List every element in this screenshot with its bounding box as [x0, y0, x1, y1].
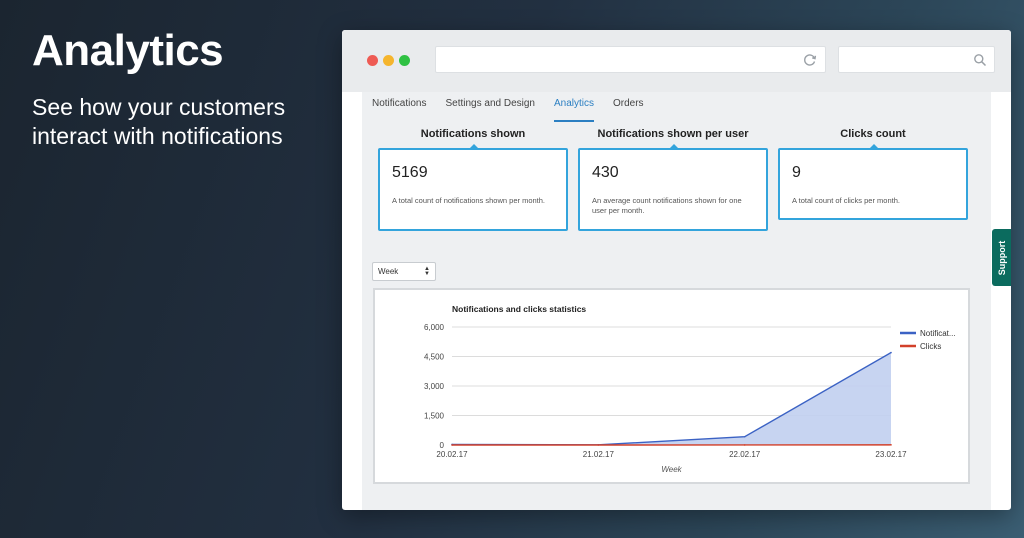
x-tick-label: 23.02.17 [875, 450, 907, 459]
address-bar[interactable] [435, 46, 826, 73]
stat-title-clicks-count: Clicks count [840, 128, 906, 140]
browser-window: Notifications Settings and Design Analyt… [342, 30, 1011, 510]
stat-title-notifications-per-user: Notifications shown per user [597, 128, 749, 140]
page-content: Notifications Settings and Design Analyt… [362, 92, 991, 510]
y-tick-label: 1,500 [424, 412, 445, 421]
minimize-window-button[interactable] [383, 55, 394, 66]
stat-value: 5169 [392, 164, 428, 181]
hero-subtitle: See how your customers interact with not… [32, 94, 286, 149]
reload-icon[interactable] [802, 52, 818, 68]
data-point [890, 351, 892, 354]
statistics-chart: Notifications and clicks statistics 6,000… [373, 288, 970, 484]
y-tick-label: 3,000 [424, 382, 445, 391]
x-axis-label: Week [661, 465, 682, 474]
card-pointer [469, 144, 479, 149]
period-select[interactable]: Week ▲ ▼ [372, 262, 436, 281]
browser-search-input[interactable] [838, 46, 995, 73]
stat-card-clicks-count: 9 A total count of clicks per month. [778, 144, 968, 220]
legend-label: Notificat... [920, 329, 956, 338]
x-tick-label: 20.02.17 [436, 450, 468, 459]
stat-card-notifications-per-user: 430 An average count notifications shown… [578, 144, 768, 231]
maximize-window-button[interactable] [399, 55, 410, 66]
support-button[interactable]: Support [992, 229, 1011, 286]
data-point [451, 444, 453, 446]
stat-description: A total count of clicks per month. [792, 196, 900, 205]
period-select-value: Week [378, 267, 399, 276]
data-point [597, 444, 600, 446]
select-arrows-icon: ▲ ▼ [424, 266, 430, 277]
stat-description: An average count notifications shown for… [592, 196, 742, 215]
y-tick-label: 6,000 [424, 323, 445, 332]
stat-value: 9 [792, 164, 801, 181]
hero-title: Analytics [32, 26, 224, 75]
data-point [743, 435, 746, 438]
card-pointer [869, 144, 879, 149]
x-tick-label: 21.02.17 [583, 450, 615, 459]
tab-settings-and-design[interactable]: Settings and Design [445, 98, 535, 109]
y-tick-label: 0 [440, 441, 445, 450]
stat-card-notifications-shown: 5169 A total count of notifications show… [378, 144, 568, 231]
stat-title-notifications-shown: Notifications shown [420, 128, 526, 140]
data-point [743, 444, 746, 446]
legend-label: Clicks [920, 342, 941, 351]
browser-chrome [342, 30, 1011, 92]
stat-description: A total count of notifications shown per… [392, 196, 546, 205]
close-window-button[interactable] [367, 55, 378, 66]
support-label: Support [996, 240, 1007, 275]
tab-notifications[interactable]: Notifications [372, 98, 427, 109]
y-tick-label: 4,500 [424, 353, 445, 362]
tab-bar: Notifications Settings and Design Analyt… [372, 98, 663, 122]
tab-orders[interactable]: Orders [613, 98, 644, 109]
stat-value: 430 [592, 164, 619, 181]
x-tick-label: 22.02.17 [729, 450, 761, 459]
data-point [890, 444, 892, 446]
search-icon[interactable] [973, 53, 987, 67]
tab-analytics[interactable]: Analytics [553, 98, 594, 122]
card-pointer [669, 144, 679, 149]
chart-canvas: Notifications and clicks statistics 6,000… [424, 304, 956, 474]
chart-title: Notifications and clicks statistics [452, 304, 586, 314]
series-area-notifications [452, 352, 891, 445]
